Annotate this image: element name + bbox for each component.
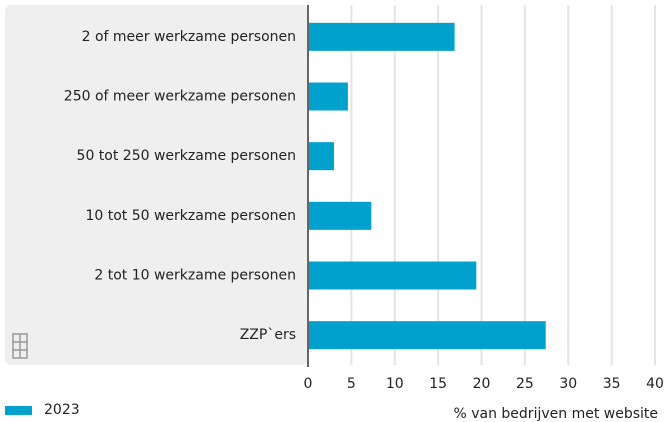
x-tick-label: 35 bbox=[603, 376, 621, 392]
y-tick-label: 50 tot 250 werkzame personen bbox=[77, 148, 296, 164]
x-tick-label: 25 bbox=[516, 376, 534, 392]
bar bbox=[308, 321, 546, 350]
x-tick-label: 15 bbox=[429, 376, 447, 392]
bar bbox=[308, 22, 455, 51]
x-tick-label: 5 bbox=[347, 376, 356, 392]
x-tick-label: 30 bbox=[559, 376, 577, 392]
bar bbox=[308, 201, 372, 230]
y-tick-label: 10 tot 50 werkzame personen bbox=[85, 208, 296, 224]
y-tick-label: 250 of meer werkzame personen bbox=[64, 89, 296, 105]
label-panel bbox=[5, 5, 308, 365]
x-tick-label: 40 bbox=[646, 376, 664, 392]
legend-label: 2023 bbox=[44, 402, 80, 418]
x-tick-label: 0 bbox=[304, 376, 313, 392]
logo bbox=[12, 333, 28, 359]
legend-swatch bbox=[5, 406, 32, 415]
x-tick-label: 10 bbox=[386, 376, 404, 392]
x-tick-label: 20 bbox=[473, 376, 491, 392]
bar bbox=[308, 261, 477, 290]
y-tick-label: ZZP`ers bbox=[240, 327, 296, 343]
y-tick-label: 2 tot 10 werkzame personen bbox=[94, 268, 296, 284]
bar bbox=[308, 82, 348, 111]
y-tick-label: 2 of meer werkzame personen bbox=[82, 29, 296, 45]
x-axis-label: % van bedrijven met website bbox=[453, 406, 658, 422]
bar bbox=[308, 142, 335, 171]
